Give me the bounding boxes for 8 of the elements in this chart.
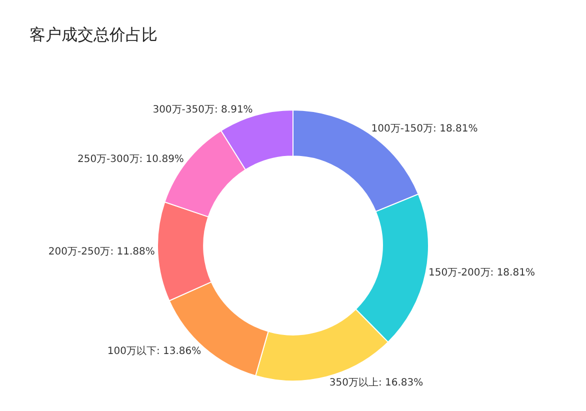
slice-label: 100万以下: 13.86%: [107, 345, 202, 358]
slice-label: 200万-250万: 11.88%: [48, 246, 155, 258]
slice-label: 300万-350万: 8.91%: [152, 104, 253, 116]
slice-label: 100万-150万: 18.81%: [371, 124, 478, 135]
slice-label: 250万-300万: 10.89%: [77, 154, 184, 165]
slice-label: 350万以上: 16.83%: [329, 376, 424, 388]
chart-title: 客户成交总价占比: [29, 24, 158, 44]
slice-label: 150万-200万: 18.81%: [428, 267, 535, 278]
